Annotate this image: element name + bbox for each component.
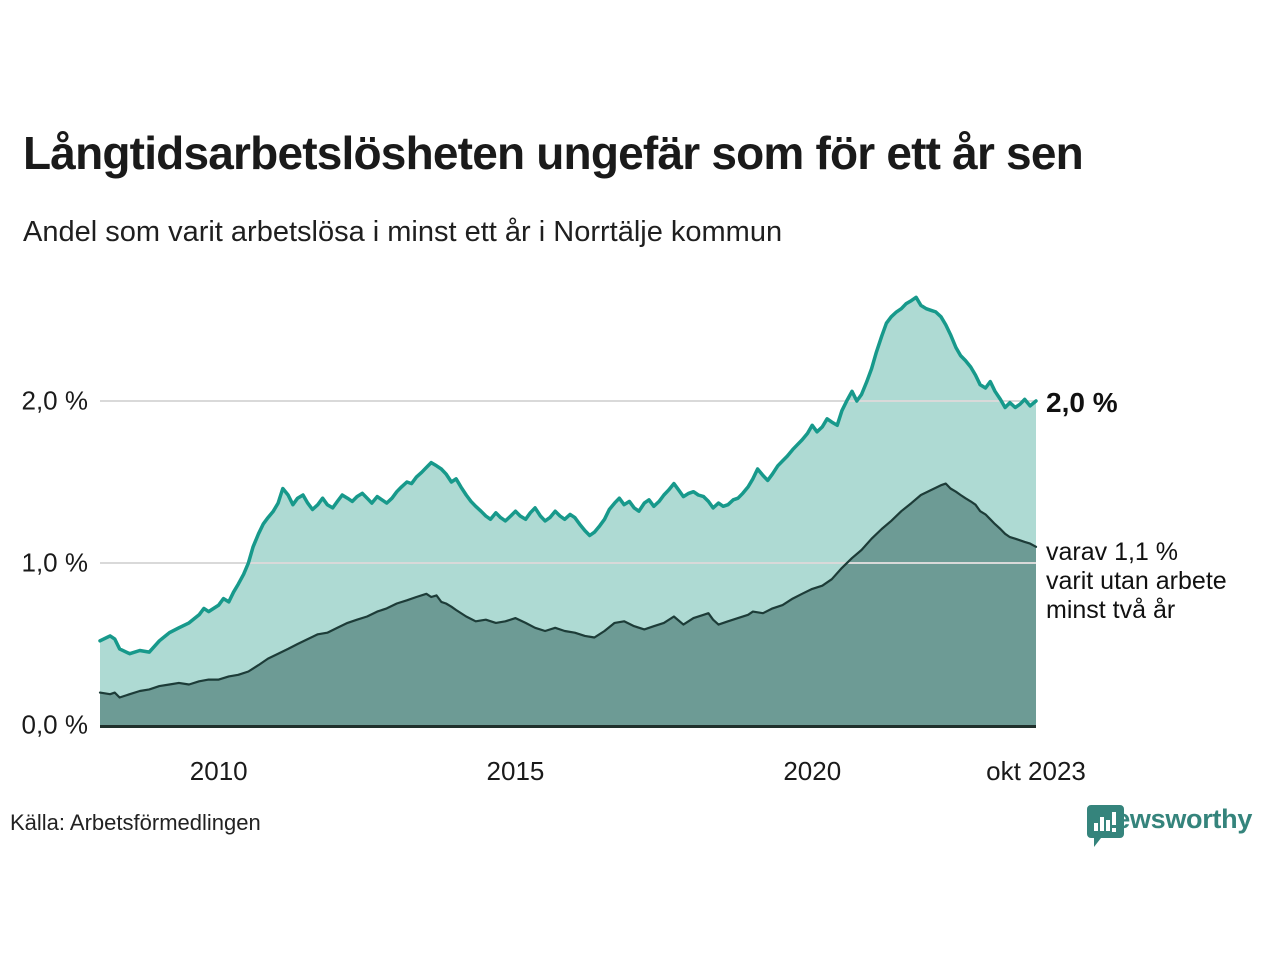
y-tick-label: 0,0 % bbox=[21, 709, 89, 740]
line-series-0 bbox=[98, 295, 1038, 656]
x-tick-label: 2020 bbox=[783, 756, 842, 786]
page-subtitle: Andel som varit arbetslösa i minst ett å… bbox=[23, 216, 783, 248]
subset-end-value-label: varav 1,1 % varit utan arbete minst två … bbox=[1046, 537, 1227, 624]
y-tick-label: 2,0 % bbox=[21, 385, 89, 416]
y-tick-label: 1,0 % bbox=[21, 547, 89, 578]
newsworthy-logo: Newsworthy bbox=[1087, 804, 1252, 847]
bar-chart-speech-bubble-icon bbox=[1087, 805, 1124, 847]
area-series-group bbox=[100, 297, 1036, 725]
page-title: Långtidsarbetslösheten ungefär som för e… bbox=[23, 127, 1084, 179]
series-lines-group bbox=[98, 295, 1038, 699]
line-series-1 bbox=[98, 482, 1038, 699]
x-tick-label: okt 2023 bbox=[986, 756, 1086, 786]
total-end-value-label: 2,0 % bbox=[1046, 387, 1118, 418]
x-tick-label: 2015 bbox=[486, 756, 545, 786]
gridlines-group bbox=[100, 400, 1036, 564]
source-note: Källa: Arbetsförmedlingen bbox=[10, 810, 261, 835]
area-fill-series-1 bbox=[100, 483, 1036, 725]
x-tick-label: 2010 bbox=[189, 756, 248, 786]
